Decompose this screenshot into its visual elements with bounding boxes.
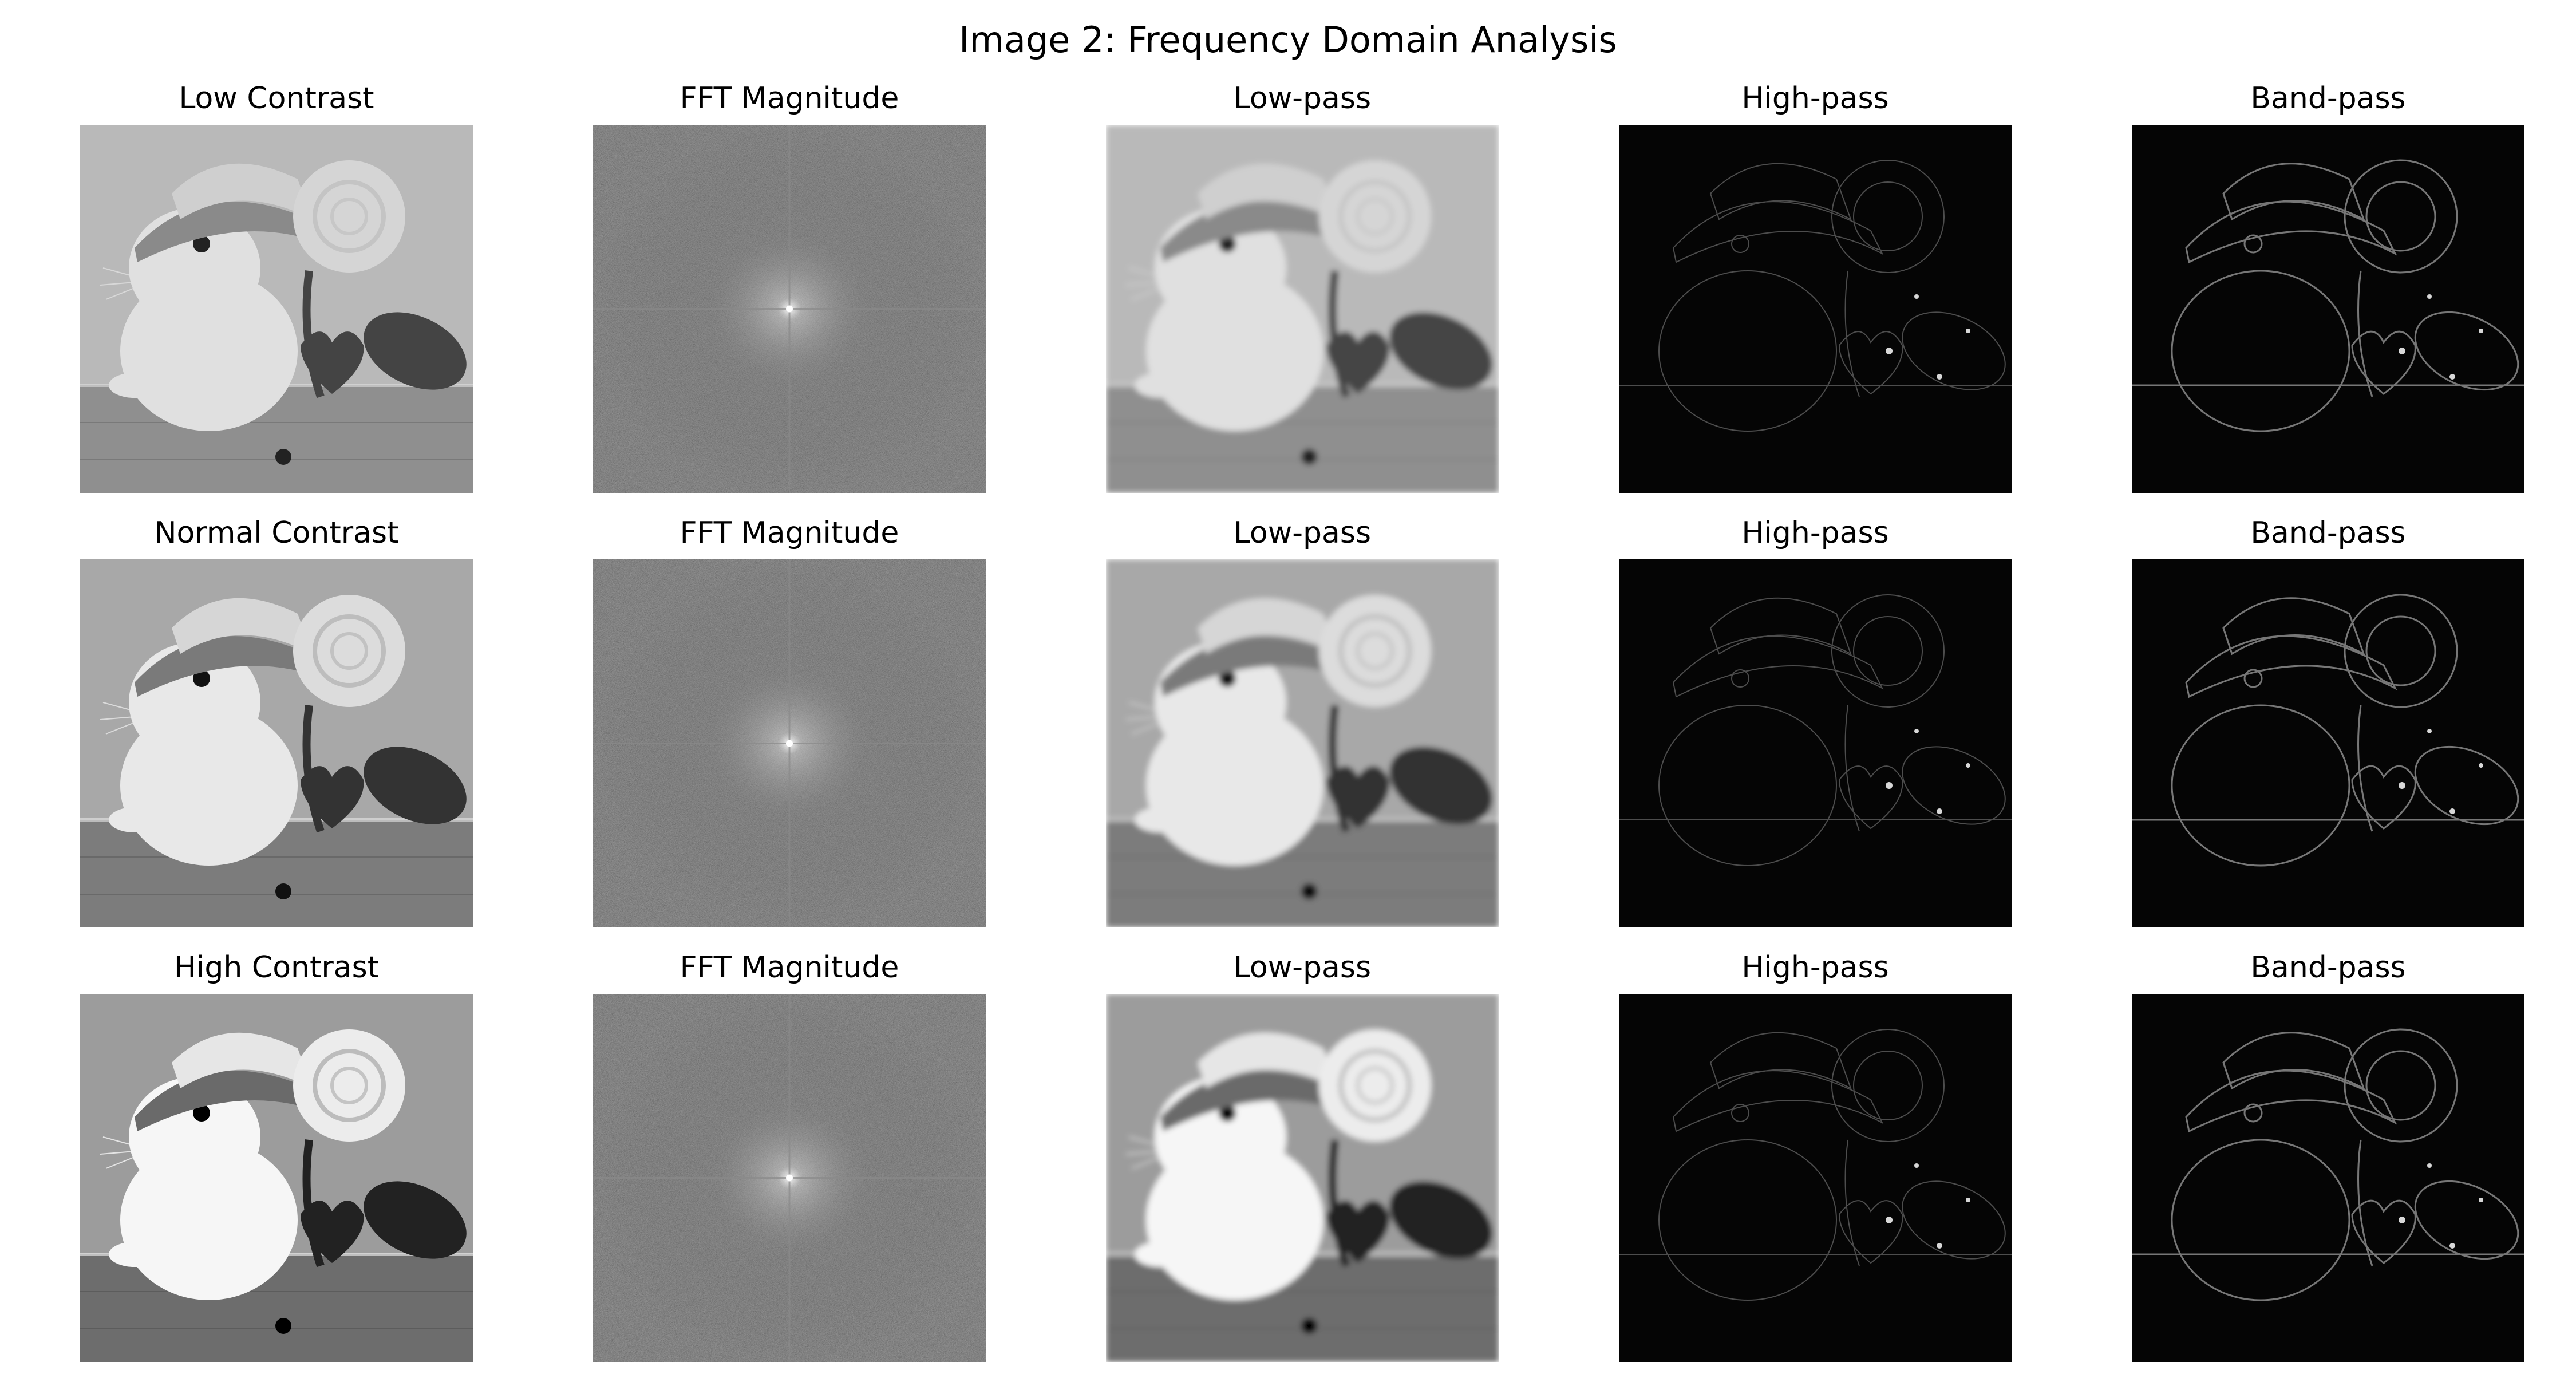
highpass-panel-graphic — [1619, 559, 2012, 927]
fft-magnitude-spectrum — [593, 125, 986, 493]
panel-title: Band-pass — [2250, 516, 2406, 550]
fft-magnitude-spectrum — [593, 559, 986, 927]
bandpass-panel-graphic — [2132, 559, 2524, 927]
highpass-filtered-image — [1619, 994, 2012, 1362]
fft-magnitude-spectrum — [593, 994, 986, 1362]
bandpass-panel-graphic — [2132, 994, 2524, 1362]
panel-title: Normal Contrast — [154, 516, 399, 550]
fft-panel-graphic — [593, 994, 986, 1362]
highpass-filtered-image — [1619, 559, 2012, 927]
lowpass-panel-graphic — [1106, 559, 1499, 927]
panel-title: High-pass — [1741, 81, 1889, 116]
panel-title: High-pass — [1741, 516, 1889, 550]
panel-title: Low-pass — [1233, 950, 1372, 985]
figure-title: Image 2: Frequency Domain Analysis — [959, 19, 1617, 61]
lowpass-filtered-image — [1106, 559, 1499, 927]
panel-title: High Contrast — [173, 950, 380, 985]
panel-title: High-pass — [1741, 950, 1889, 985]
highpass-panel-graphic — [1619, 125, 2012, 493]
fft-panel-graphic — [593, 125, 986, 493]
bandpass-filtered-image — [2132, 559, 2524, 927]
spatial-panel-graphic — [80, 994, 473, 1362]
bunny-photo-high-contrast — [80, 994, 473, 1362]
panel-title: Low-pass — [1233, 516, 1372, 550]
highpass-panel-graphic — [1619, 994, 2012, 1362]
bunny-photo-normal-contrast — [80, 559, 473, 927]
bandpass-filtered-image — [2132, 125, 2524, 493]
panel-title: Band-pass — [2250, 950, 2406, 985]
spatial-panel-graphic — [80, 559, 473, 927]
panel-title: FFT Magnitude — [679, 81, 899, 116]
panel-title: FFT Magnitude — [679, 516, 899, 550]
lowpass-panel-graphic — [1106, 125, 1499, 493]
highpass-filtered-image — [1619, 125, 2012, 493]
bandpass-filtered-image — [2132, 994, 2524, 1362]
lowpass-panel-graphic — [1106, 994, 1499, 1362]
panel-title: Band-pass — [2250, 81, 2406, 116]
panel-title: Low-pass — [1233, 81, 1372, 116]
spatial-panel-graphic — [80, 125, 473, 493]
panel-title: FFT Magnitude — [679, 950, 899, 985]
lowpass-filtered-image — [1106, 125, 1499, 493]
fft-panel-graphic — [593, 559, 986, 927]
lowpass-filtered-image — [1106, 994, 1499, 1362]
bandpass-panel-graphic — [2132, 125, 2524, 493]
panel-title: Low Contrast — [179, 81, 374, 116]
bunny-photo-low-contrast — [80, 125, 473, 493]
